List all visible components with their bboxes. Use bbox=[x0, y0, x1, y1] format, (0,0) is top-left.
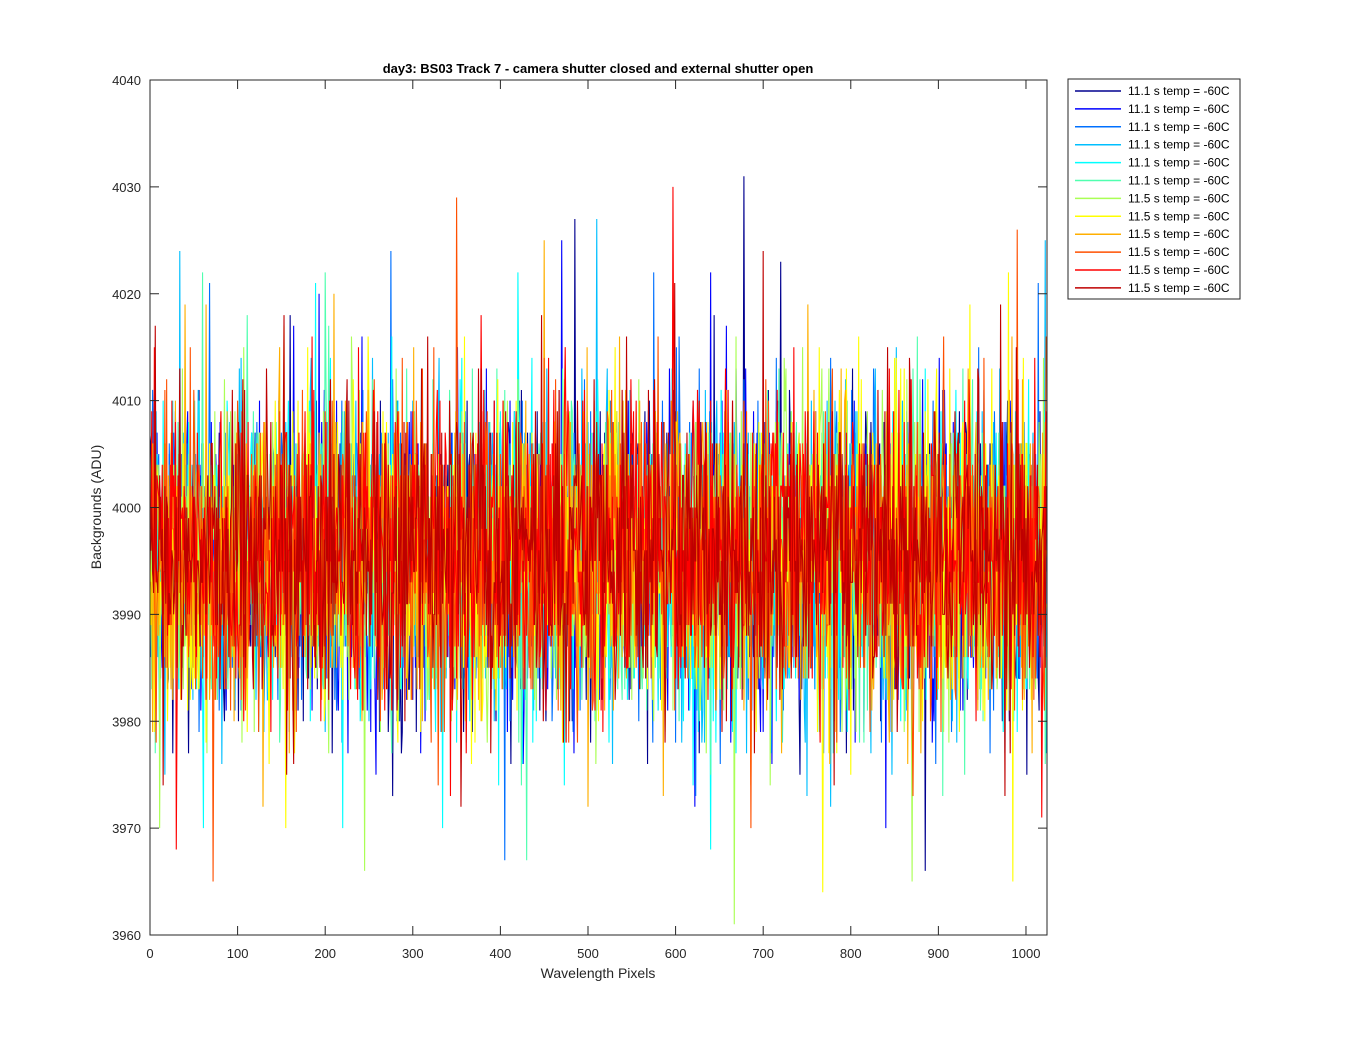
legend-label-1: 11.1 s temp = -60C bbox=[1128, 84, 1230, 98]
legend-label-5: 11.1 s temp = -60C bbox=[1128, 156, 1230, 170]
y-axis-ticks: 3960 3970 3980 3990 4000 4010 4020 4030 4040 bbox=[112, 73, 1047, 943]
legend-label-2: 11.1 s temp = -60C bbox=[1128, 102, 1230, 116]
x-tick-label: 100 bbox=[227, 946, 249, 961]
legend-label-3: 11.1 s temp = -60C bbox=[1128, 120, 1230, 134]
legend-label-8: 11.5 s temp = -60C bbox=[1128, 209, 1230, 223]
legend-label-4: 11.1 s temp = -60C bbox=[1128, 138, 1230, 152]
y-axis-label: Backgrounds (ADU) bbox=[88, 445, 104, 570]
x-tick-label: 900 bbox=[928, 946, 950, 961]
y-tick-label: 4010 bbox=[112, 394, 141, 409]
x-tick-label: 600 bbox=[665, 946, 687, 961]
y-tick-label: 4040 bbox=[112, 73, 141, 88]
legend-label-10: 11.5 s temp = -60C bbox=[1128, 245, 1230, 259]
legend-items: 11.1 s temp = -60C 11.1 s temp = -60C 11.1… bbox=[1075, 84, 1230, 295]
y-tick-label: 4020 bbox=[112, 287, 141, 302]
x-axis-label: Wavelength Pixels bbox=[541, 965, 656, 981]
x-tick-label: 500 bbox=[577, 946, 599, 961]
legend-label-11: 11.5 s temp = -60C bbox=[1128, 263, 1230, 277]
legend: 11.1 s temp = -60C 11.1 s temp = -60C 11.1… bbox=[1067, 78, 1241, 300]
x-tick-label: 200 bbox=[314, 946, 336, 961]
x-tick-label: 0 bbox=[146, 946, 153, 961]
series-lines bbox=[150, 176, 1047, 925]
y-tick-label: 4030 bbox=[112, 180, 141, 195]
legend-label-7: 11.5 s temp = -60C bbox=[1128, 191, 1230, 205]
x-axis-ticks: 0 100 200 300 400 500 600 700 800 900 1000 bbox=[146, 80, 1040, 961]
x-tick-label: 700 bbox=[752, 946, 774, 961]
y-tick-label: 3990 bbox=[112, 607, 141, 622]
x-tick-label: 400 bbox=[490, 946, 512, 961]
y-tick-label: 3980 bbox=[112, 714, 141, 729]
y-tick-label: 3960 bbox=[112, 928, 141, 943]
x-tick-label: 800 bbox=[840, 946, 862, 961]
legend-label-9: 11.5 s temp = -60C bbox=[1128, 227, 1230, 241]
legend-box bbox=[1067, 78, 1241, 300]
x-tick-label: 300 bbox=[402, 946, 424, 961]
series-line-12 bbox=[150, 250, 1047, 807]
legend-label-12: 11.5 s temp = -60C bbox=[1128, 281, 1230, 295]
legend-label-6: 11.1 s temp = -60C bbox=[1128, 174, 1230, 188]
chart-title: day3: BS03 Track 7 - camera shutter clos… bbox=[383, 61, 814, 76]
plot-area: 0 100 200 300 400 500 600 700 800 900 1000 3960 397… bbox=[112, 73, 1048, 961]
y-tick-label: 3970 bbox=[112, 821, 141, 836]
x-tick-label: 1000 bbox=[1012, 946, 1041, 961]
y-tick-label: 4000 bbox=[112, 501, 141, 516]
